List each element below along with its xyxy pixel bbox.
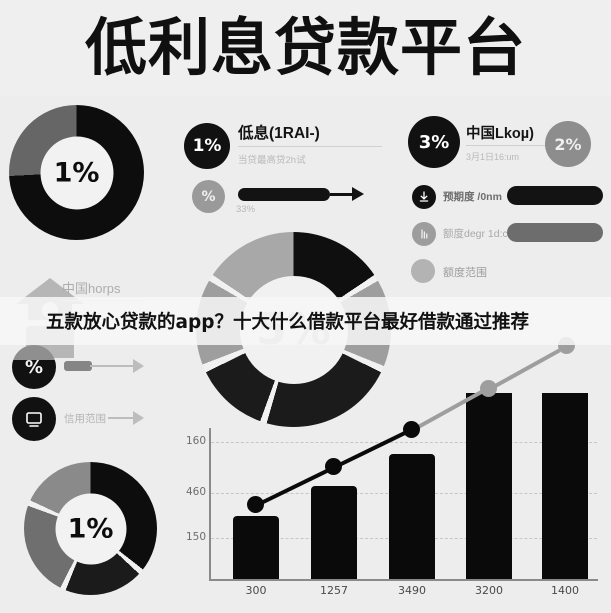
list-label-1: 预期度 /0nm [443, 191, 502, 203]
left-arrow-line-2 [108, 417, 136, 419]
china-rate-badge-value: 3% [418, 131, 450, 153]
chart-y-axis [209, 428, 211, 580]
progress-arrow-head [352, 187, 364, 201]
left-percent-badge: % [12, 345, 56, 389]
chart-line-dot-3 [480, 380, 497, 397]
chart-gridline-top [211, 442, 597, 443]
chart-line-seg-3 [487, 348, 561, 392]
china-secondary-badge-value: 2% [554, 134, 582, 154]
percent-badge-value: % [201, 188, 216, 205]
top-left-donut-hole: 1% [40, 136, 113, 209]
china-rate-badge: 3% [408, 116, 460, 168]
list-bar-2 [507, 223, 603, 242]
list-label-3: 额度范围 [443, 267, 487, 279]
left-arrow-label: 信用范围 [64, 413, 106, 425]
left-progress-chip [64, 361, 92, 371]
list-icon-2 [412, 222, 436, 246]
chart-xtick-0: 300 [245, 584, 267, 597]
low-interest-value: 33% [236, 204, 256, 215]
overlay-headline-band: 五款放心贷款的app？十大什么借款平台最好借款通过推荐 [0, 297, 611, 345]
china-secondary-badge: 2% [545, 121, 591, 167]
chart-xtick-4: 1400 [551, 584, 579, 597]
bars-icon [421, 229, 428, 239]
brand-label: 中国horps [62, 281, 121, 296]
chart-xtick-1: 1257 [320, 584, 348, 597]
bottom-left-donut: 1% [24, 462, 157, 595]
left-arrow-line-1 [90, 365, 136, 367]
percent-badge: % [192, 180, 225, 213]
bottom-left-donut-value: 1% [67, 513, 114, 544]
list-icon-1 [412, 185, 436, 209]
low-interest-title: 低息(1RAI-) [238, 125, 320, 142]
progress-arrow-line [330, 193, 354, 196]
chart-xtick-2: 3490 [398, 584, 426, 597]
download-icon [419, 191, 429, 202]
china-title: 中国Lkoµ) [466, 126, 534, 142]
chart-line-dot-2 [403, 421, 420, 438]
chart-bar-0 [233, 516, 279, 579]
left-arrow-head-1 [133, 359, 144, 373]
chart-line-dot-0 [247, 496, 264, 513]
page-title-bar: 低利息贷款平台 [0, 0, 611, 96]
monitor-icon [26, 412, 42, 427]
overlay-headline: 五款放心贷款的app？十大什么借款平台最好借款通过推荐 [46, 312, 529, 333]
chart-bar-2 [389, 454, 435, 579]
china-sub: 3月1日16:um [466, 152, 520, 162]
top-left-donut-value: 1% [53, 157, 100, 188]
chart-bar-3 [466, 393, 512, 579]
chart-ytick-0: 160 [185, 435, 206, 447]
list-bar-1 [507, 186, 603, 205]
bar-line-chart: 160 460 150 300 1257 3490 3200 1400 [176, 337, 600, 610]
china-divider [466, 145, 548, 146]
low-interest-sub: 当贷最高贷2h试 [238, 155, 306, 166]
left-percent-badge-value: % [24, 356, 44, 378]
page-title: 低利息贷款平台 [84, 11, 526, 84]
list-icon-3 [411, 259, 435, 283]
low-interest-divider [238, 146, 382, 147]
chart-ytick-1: 460 [185, 486, 206, 498]
low-rate-badge: 1% [184, 123, 230, 169]
chart-x-axis [209, 579, 598, 581]
chart-bar-4 [542, 393, 588, 579]
list-label-2: 额度degr 1d:cnt [443, 228, 517, 240]
left-arrow-head-2 [133, 411, 144, 425]
bottom-left-donut-hole: 1% [55, 493, 126, 564]
low-rate-badge-value: 1% [192, 136, 222, 156]
chart-line-dot-1 [325, 458, 342, 475]
chart-ytick-2: 150 [185, 531, 206, 543]
chart-xtick-3: 3200 [475, 584, 503, 597]
left-monitor-badge [12, 397, 56, 441]
chart-bar-1 [311, 486, 357, 579]
top-left-donut: 1% [9, 105, 144, 240]
progress-bar-filled [238, 188, 330, 201]
